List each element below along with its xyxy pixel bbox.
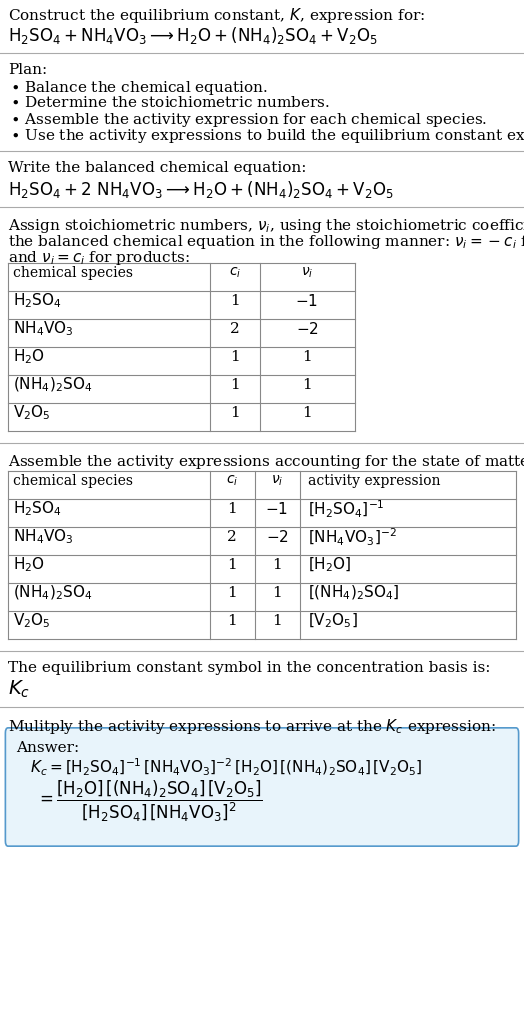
- Text: $[(\mathrm{NH_4})_2\mathrm{SO_4}]$: $[(\mathrm{NH_4})_2\mathrm{SO_4}]$: [308, 584, 399, 602]
- Text: $K_c = [\mathrm{H_2SO_4}]^{-1}\,[\mathrm{NH_4VO_3}]^{-2}\,[\mathrm{H_2O}]\,[(\ma: $K_c = [\mathrm{H_2SO_4}]^{-1}\,[\mathrm…: [30, 757, 423, 778]
- Text: $= \dfrac{[\mathrm{H_2O}]\,[(\mathrm{NH_4})_2\mathrm{SO_4}]\,[\mathrm{V_2O_5}]}{: $= \dfrac{[\mathrm{H_2O}]\,[(\mathrm{NH_…: [36, 779, 263, 825]
- Text: Construct the equilibrium constant, $K$, expression for:: Construct the equilibrium constant, $K$,…: [8, 6, 425, 25]
- Text: $-2$: $-2$: [296, 321, 319, 337]
- Text: 1: 1: [230, 294, 240, 308]
- Text: $K_c$: $K_c$: [8, 679, 30, 700]
- Text: $\bullet$ Assemble the activity expression for each chemical species.: $\bullet$ Assemble the activity expressi…: [10, 111, 487, 129]
- Text: activity expression: activity expression: [308, 474, 441, 488]
- Text: $[\mathrm{H_2SO_4}]^{-1}$: $[\mathrm{H_2SO_4}]^{-1}$: [308, 498, 385, 520]
- Text: 2: 2: [230, 322, 240, 336]
- Text: $\bullet$ Determine the stoichiometric numbers.: $\bullet$ Determine the stoichiometric n…: [10, 95, 330, 110]
- Text: Answer:: Answer:: [16, 741, 79, 755]
- Text: $\mathrm{(NH_4)_2SO_4}$: $\mathrm{(NH_4)_2SO_4}$: [13, 584, 93, 602]
- Text: $\mathrm{H_2SO_4}$: $\mathrm{H_2SO_4}$: [13, 500, 62, 519]
- Text: the balanced chemical equation in the following manner: $\nu_i = -c_i$ for react: the balanced chemical equation in the fo…: [8, 233, 524, 251]
- Text: $\mathrm{V_2O_5}$: $\mathrm{V_2O_5}$: [13, 404, 51, 423]
- Text: 1: 1: [272, 586, 282, 600]
- Text: 1: 1: [227, 502, 237, 516]
- Text: $c_i$: $c_i$: [229, 266, 241, 280]
- Text: $\mathrm{NH_4VO_3}$: $\mathrm{NH_4VO_3}$: [13, 320, 74, 338]
- Text: 1: 1: [302, 406, 312, 420]
- Text: 1: 1: [272, 558, 282, 572]
- Text: The equilibrium constant symbol in the concentration basis is:: The equilibrium constant symbol in the c…: [8, 661, 490, 675]
- Text: $\mathrm{H_2SO_4}$: $\mathrm{H_2SO_4}$: [13, 292, 62, 310]
- Text: 1: 1: [230, 406, 240, 420]
- Text: $[\mathrm{H_2O}]$: $[\mathrm{H_2O}]$: [308, 556, 352, 574]
- Text: 1: 1: [302, 378, 312, 392]
- Text: Plan:: Plan:: [8, 63, 47, 77]
- Text: Assign stoichiometric numbers, $\nu_i$, using the stoichiometric coefficients, $: Assign stoichiometric numbers, $\nu_i$, …: [8, 217, 524, 235]
- Text: $\mathrm{H_2O}$: $\mathrm{H_2O}$: [13, 347, 45, 366]
- Text: $-1$: $-1$: [266, 501, 289, 517]
- Text: $\mathrm{H_2SO_4 + 2\ NH_4VO_3 \longrightarrow H_2O + (NH_4)_2SO_4 + V_2O_5}$: $\mathrm{H_2SO_4 + 2\ NH_4VO_3 \longrigh…: [8, 179, 394, 200]
- Text: 1: 1: [230, 350, 240, 364]
- Text: $[\mathrm{V_2O_5}]$: $[\mathrm{V_2O_5}]$: [308, 611, 358, 630]
- Text: 1: 1: [302, 350, 312, 364]
- FancyBboxPatch shape: [5, 728, 519, 846]
- Text: and $\nu_i = c_i$ for products:: and $\nu_i = c_i$ for products:: [8, 250, 190, 267]
- Text: $\mathrm{V_2O_5}$: $\mathrm{V_2O_5}$: [13, 611, 51, 630]
- Text: $\mathrm{(NH_4)_2SO_4}$: $\mathrm{(NH_4)_2SO_4}$: [13, 376, 93, 394]
- Text: 2: 2: [227, 530, 237, 544]
- Text: 1: 1: [227, 558, 237, 572]
- Text: $-1$: $-1$: [296, 293, 319, 309]
- Text: chemical species: chemical species: [13, 266, 133, 280]
- Text: 1: 1: [227, 614, 237, 628]
- Text: $\bullet$ Balance the chemical equation.: $\bullet$ Balance the chemical equation.: [10, 79, 268, 97]
- Text: $\nu_i$: $\nu_i$: [271, 474, 283, 489]
- Text: $\mathrm{H_2O}$: $\mathrm{H_2O}$: [13, 556, 45, 574]
- Text: Assemble the activity expressions accounting for the state of matter and $\nu_i$: Assemble the activity expressions accoun…: [8, 453, 524, 471]
- Text: 1: 1: [230, 378, 240, 392]
- Text: $\bullet$ Use the activity expressions to build the equilibrium constant express: $\bullet$ Use the activity expressions t…: [10, 127, 524, 145]
- Text: $\nu_i$: $\nu_i$: [301, 266, 313, 280]
- Text: $\mathrm{H_2SO_4 + NH_4VO_3 \longrightarrow H_2O + (NH_4)_2SO_4 + V_2O_5}$: $\mathrm{H_2SO_4 + NH_4VO_3 \longrightar…: [8, 25, 378, 46]
- Text: $\mathrm{NH_4VO_3}$: $\mathrm{NH_4VO_3}$: [13, 528, 74, 546]
- Text: 1: 1: [227, 586, 237, 600]
- Text: Mulitply the activity expressions to arrive at the $K_c$ expression:: Mulitply the activity expressions to arr…: [8, 717, 496, 736]
- Text: chemical species: chemical species: [13, 474, 133, 488]
- Text: 1: 1: [272, 614, 282, 628]
- Text: $[\mathrm{NH_4VO_3}]^{-2}$: $[\mathrm{NH_4VO_3}]^{-2}$: [308, 527, 397, 547]
- Text: Write the balanced chemical equation:: Write the balanced chemical equation:: [8, 161, 307, 175]
- Text: $-2$: $-2$: [266, 529, 288, 545]
- Text: $c_i$: $c_i$: [226, 474, 238, 489]
